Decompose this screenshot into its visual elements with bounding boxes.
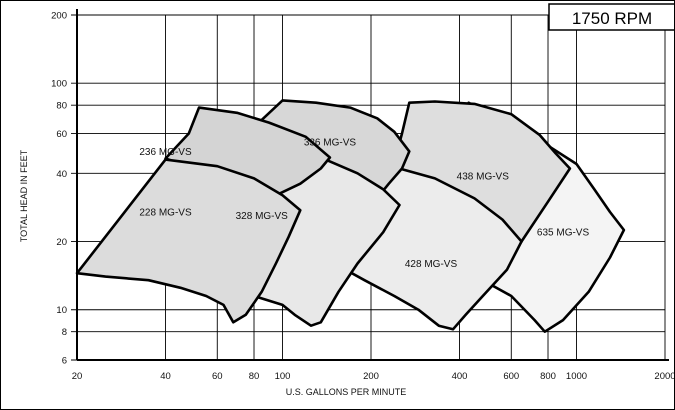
y-tick-label: 20 bbox=[56, 237, 67, 248]
region-label-328-mg-vs: 328 MG-VS bbox=[236, 211, 289, 222]
region-label-635-mg-vs: 635 MG-VS bbox=[537, 228, 590, 239]
axes: 20 40 60 80 100 200 400 600 800 1000 2000 6 8 10 20 40 6… bbox=[51, 9, 674, 382]
y-tick-label: 60 bbox=[56, 129, 67, 140]
x-tick-label: 20 bbox=[72, 371, 83, 382]
region-label-336-mg-vs: 336 MG-VS bbox=[304, 138, 357, 149]
x-tick-label: 1000 bbox=[566, 371, 587, 382]
x-tick-label: 800 bbox=[540, 371, 556, 382]
pump-regions bbox=[75, 99, 626, 333]
region-228-mg-vs bbox=[75, 158, 302, 324]
rpm-badge-box bbox=[548, 3, 674, 31]
y-tick-label: 200 bbox=[51, 11, 67, 22]
y-axis-title: TOTAL HEAD IN FEET bbox=[19, 149, 29, 242]
region-labels: 635 MG-VS 438 MG-VS 428 MG-VS 336 MG-VS 328 … bbox=[139, 138, 589, 270]
y-tick-label: 40 bbox=[56, 169, 67, 180]
region-label-228-mg-vs: 228 MG-VS bbox=[139, 208, 192, 219]
y-tick-label: 10 bbox=[56, 305, 67, 316]
y-tick-label: 6 bbox=[62, 356, 67, 367]
x-tick-label: 600 bbox=[503, 371, 519, 382]
y-tick-label: 100 bbox=[51, 79, 67, 90]
region-label-428-mg-vs: 428 MG-VS bbox=[405, 259, 458, 270]
x-tick-label: 100 bbox=[275, 371, 291, 382]
y-tick-label: 80 bbox=[56, 101, 67, 112]
y-tick-label: 8 bbox=[62, 327, 67, 338]
chart-title: 1750 RPM bbox=[572, 9, 652, 28]
x-axis-title: U.S. GALLONS PER MINUTE bbox=[286, 387, 407, 397]
region-label-438-mg-vs: 438 MG-VS bbox=[457, 171, 510, 182]
x-tick-label: 40 bbox=[160, 371, 171, 382]
x-tick-label: 200 bbox=[363, 371, 379, 382]
x-tick-label: 80 bbox=[249, 371, 260, 382]
x-tick-label: 2000 bbox=[654, 371, 674, 382]
region-label-236-mg-vs: 236 MG-VS bbox=[139, 147, 192, 158]
x-tick-label: 60 bbox=[212, 371, 223, 382]
x-tick-label: 400 bbox=[452, 371, 468, 382]
rpm-badge: 1750 RPM bbox=[548, 3, 674, 31]
